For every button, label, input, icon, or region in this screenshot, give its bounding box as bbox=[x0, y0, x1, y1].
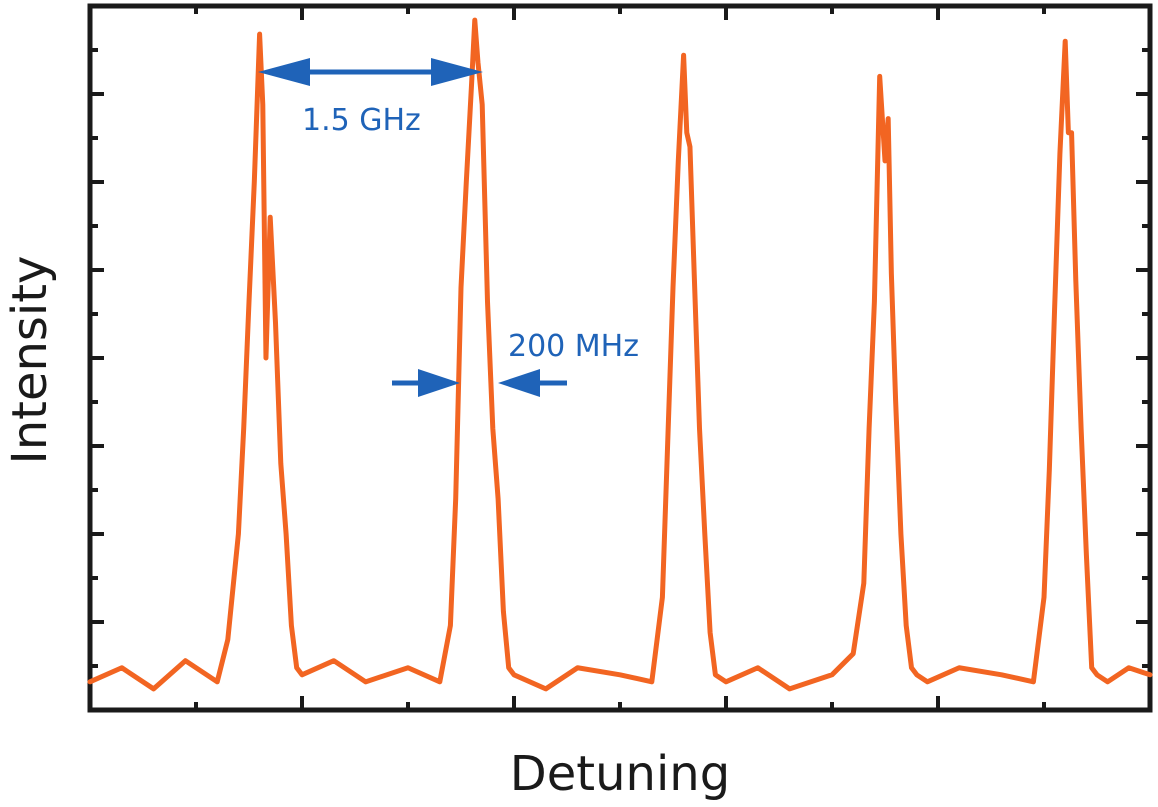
axis-ticks bbox=[90, 6, 1150, 710]
linewidth-left-arrow-head bbox=[418, 369, 460, 397]
peak-spacing-arrow-right-head bbox=[431, 58, 483, 86]
x-axis-title: Detuning bbox=[510, 746, 730, 802]
linewidth-right-arrow-head bbox=[498, 369, 540, 397]
y-axis-title: Intensity bbox=[2, 256, 58, 465]
series-line bbox=[87, 17, 1153, 692]
linewidth-annotation: 200 MHz bbox=[392, 329, 639, 397]
peak-spacing-annotation: 1.5 GHz bbox=[258, 58, 483, 138]
linewidth-label: 200 MHz bbox=[508, 329, 639, 364]
peak-spacing-label: 1.5 GHz bbox=[302, 103, 421, 138]
peak-spacing-arrow-left-head bbox=[258, 58, 310, 86]
